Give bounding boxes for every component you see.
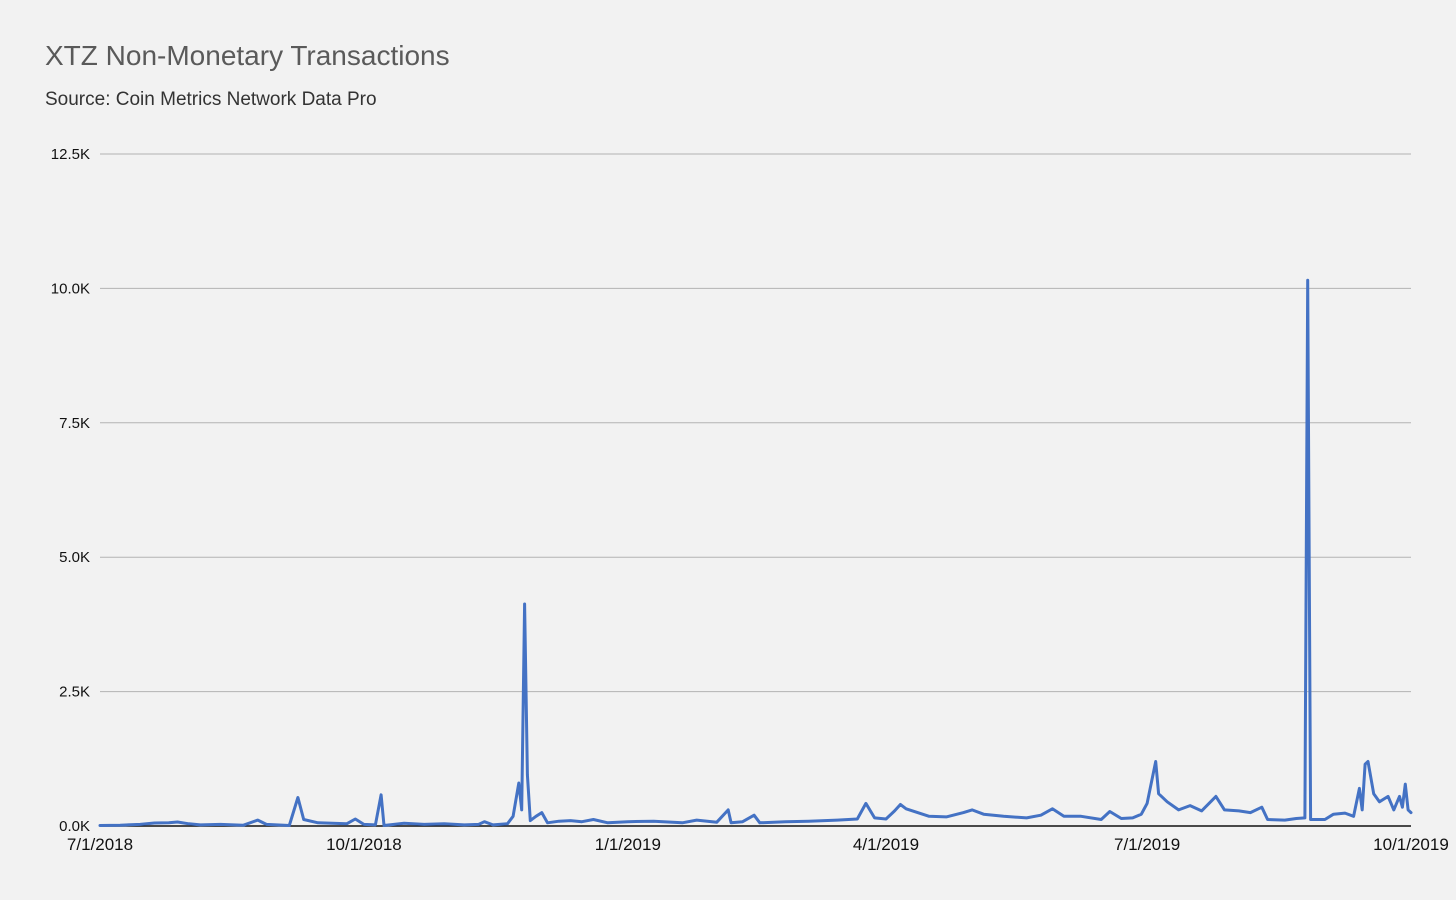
chart-title: XTZ Non-Monetary Transactions — [45, 40, 450, 71]
y-tick-label: 5.0K — [59, 549, 90, 566]
y-tick-label: 12.5K — [51, 146, 90, 163]
x-tick-label: 4/1/2019 — [853, 835, 919, 854]
x-tick-label: 1/1/2019 — [595, 835, 661, 854]
y-tick-label: 2.5K — [59, 684, 90, 701]
x-tick-label: 10/1/2019 — [1373, 835, 1449, 854]
x-tick-label: 7/1/2019 — [1114, 835, 1180, 854]
y-tick-label: 7.5K — [59, 415, 90, 432]
chart-subtitle: Source: Coin Metrics Network Data Pro — [45, 89, 377, 110]
x-tick-label: 7/1/2018 — [67, 835, 133, 854]
x-tick-label: 10/1/2018 — [326, 835, 402, 854]
y-tick-label: 10.0K — [51, 280, 90, 297]
y-tick-label: 0.0K — [59, 818, 90, 835]
series-line — [98, 278, 1413, 827]
